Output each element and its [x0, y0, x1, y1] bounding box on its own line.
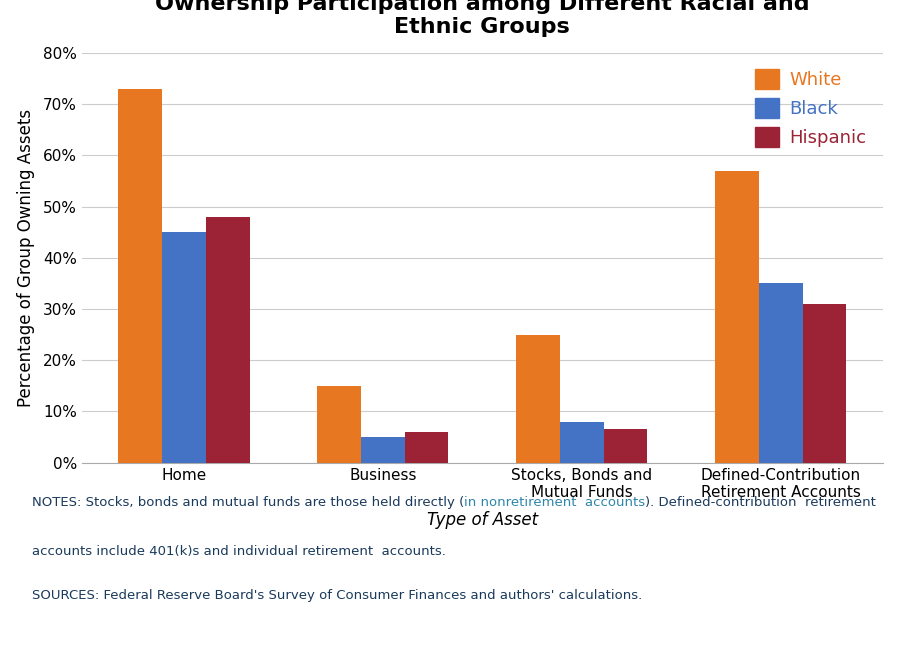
Bar — [318, 386, 361, 463]
Bar — [603, 430, 647, 463]
Text: ). Defined-contribution  retirement: ). Defined-contribution retirement — [645, 496, 876, 510]
Text: accounts include 401(k)s and individual retirement  accounts.: accounts include 401(k)s and individual … — [32, 545, 446, 559]
Text: Federal Reserve Bank: Federal Reserve Bank — [11, 626, 167, 640]
Bar — [405, 432, 449, 463]
X-axis label: Type of Asset: Type of Asset — [427, 511, 538, 529]
Bar — [715, 171, 759, 463]
Text: St. Louis: St. Louis — [179, 626, 243, 640]
Legend: White, Black, Hispanic: White, Black, Hispanic — [748, 62, 874, 154]
Bar — [118, 89, 162, 463]
Bar — [803, 304, 846, 463]
Bar — [206, 217, 249, 463]
Bar — [516, 334, 560, 463]
Bar — [759, 284, 803, 463]
Text: NOTES: Stocks, bonds and mutual funds are those held directly (: NOTES: Stocks, bonds and mutual funds ar… — [32, 496, 464, 510]
Bar — [361, 437, 405, 463]
Text: SOURCES: Federal Reserve Board's Survey of Consumer Finances and authors' calcul: SOURCES: Federal Reserve Board's Survey … — [32, 589, 642, 602]
Text: of: of — [167, 626, 179, 640]
Bar — [162, 232, 206, 463]
Bar — [560, 422, 603, 463]
Text: Federal Reserve Bank: Federal Reserve Bank — [11, 626, 167, 640]
Text: in nonretirement  accounts: in nonretirement accounts — [464, 496, 645, 510]
Y-axis label: Percentage of Group Owning Assets: Percentage of Group Owning Assets — [16, 108, 35, 407]
Title: Ownership Participation among Different Racial and
Ethnic Groups: Ownership Participation among Different … — [155, 0, 810, 38]
